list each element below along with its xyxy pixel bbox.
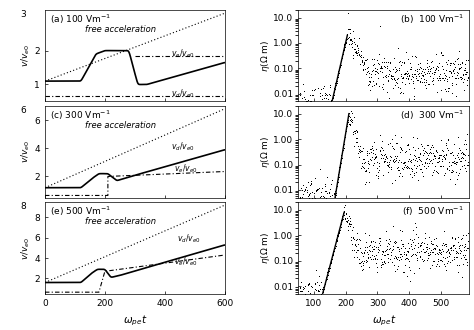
Text: (c) 300 Vm$^{-1}$: (c) 300 Vm$^{-1}$	[50, 109, 111, 122]
Text: (a) 100 Vm$^{-1}$: (a) 100 Vm$^{-1}$	[50, 13, 112, 26]
Text: $v_e/v_{e0}$: $v_e/v_{e0}$	[171, 47, 194, 59]
Text: 3: 3	[20, 10, 27, 19]
Text: $v_e/v_{e0}$: $v_e/v_{e0}$	[174, 256, 197, 268]
Text: $v_d/v_{e0}$: $v_d/v_{e0}$	[177, 233, 201, 245]
Text: free acceleration: free acceleration	[84, 217, 155, 226]
Text: (b)  100 Vm$^{-1}$: (b) 100 Vm$^{-1}$	[400, 13, 464, 26]
Text: (f)  500 Vm$^{-1}$: (f) 500 Vm$^{-1}$	[402, 205, 464, 218]
Text: (d)  300 Vm$^{-1}$: (d) 300 Vm$^{-1}$	[400, 109, 464, 122]
Y-axis label: $v/v_{e0}$: $v/v_{e0}$	[19, 140, 32, 163]
Y-axis label: $\eta(\Omega$ m): $\eta(\Omega$ m)	[259, 40, 272, 72]
Text: 8: 8	[20, 202, 27, 211]
Y-axis label: $v/v_{e0}$: $v/v_{e0}$	[19, 236, 32, 259]
Text: free acceleration: free acceleration	[84, 24, 155, 34]
Text: free acceleration: free acceleration	[84, 121, 155, 130]
Text: $v_d/v_{e0}$: $v_d/v_{e0}$	[171, 141, 194, 153]
Text: $v_e/v_{e0}$: $v_e/v_{e0}$	[174, 162, 197, 175]
Text: (e) 500 Vm$^{-1}$: (e) 500 Vm$^{-1}$	[50, 205, 112, 218]
X-axis label: $\omega_{pe}t$: $\omega_{pe}t$	[372, 313, 396, 327]
Y-axis label: $v/v_{e0}$: $v/v_{e0}$	[19, 44, 32, 67]
Y-axis label: $\eta(\Omega$ m): $\eta(\Omega$ m)	[259, 136, 272, 168]
Text: 6: 6	[20, 106, 27, 115]
Text: $v_d/v_{e0}$: $v_d/v_{e0}$	[171, 88, 194, 100]
X-axis label: $\omega_{pe}t$: $\omega_{pe}t$	[123, 313, 147, 327]
Y-axis label: $\eta(\Omega$ m): $\eta(\Omega$ m)	[259, 232, 272, 264]
